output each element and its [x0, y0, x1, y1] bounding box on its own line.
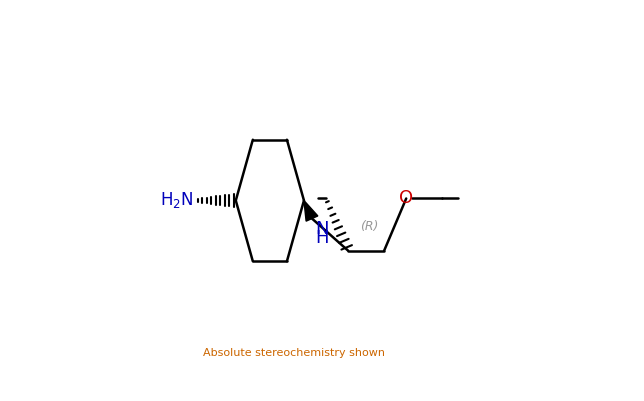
Text: Absolute stereochemistry shown: Absolute stereochemistry shown: [203, 348, 385, 358]
Polygon shape: [304, 200, 318, 221]
Text: O: O: [399, 190, 413, 207]
Text: N: N: [315, 220, 328, 237]
Text: (R): (R): [360, 220, 379, 233]
Text: H: H: [315, 229, 328, 247]
Text: H$_2$N: H$_2$N: [160, 190, 194, 211]
